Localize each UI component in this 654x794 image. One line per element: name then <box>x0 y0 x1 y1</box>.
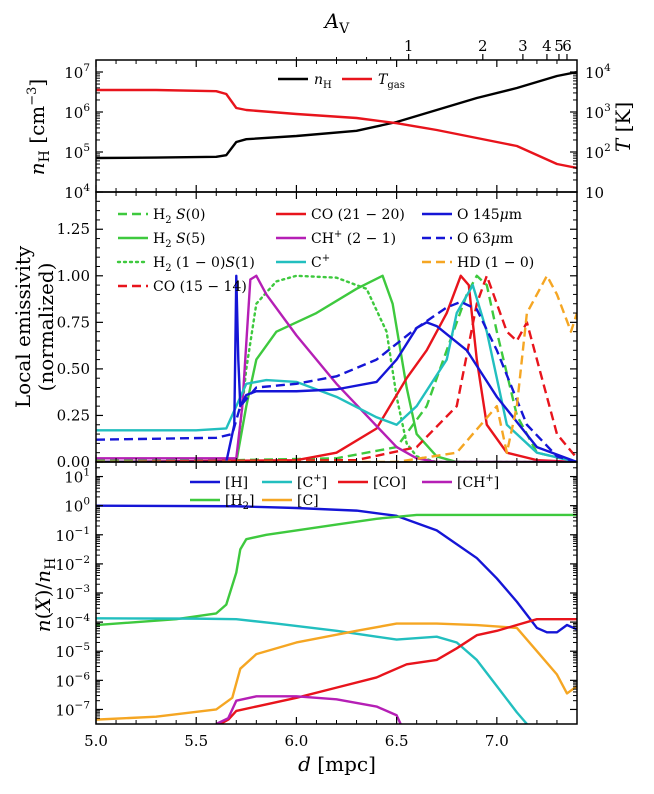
series-CHplus-abund <box>215 695 402 724</box>
top-axis-tick-label: 2 <box>478 37 488 55</box>
y-tick-label: 10−7 <box>55 699 90 719</box>
y-tick-label-right: 10 <box>585 184 604 202</box>
y-tick-label: 0.50 <box>57 360 90 378</box>
y-axis-label-nH: nH [cm−3] <box>25 79 53 175</box>
top-axis-label: AV <box>323 9 350 37</box>
series-H2-1-0-S1 <box>96 274 577 462</box>
panel-density-temperature <box>96 70 577 170</box>
legend-label-Tgas: Tgas <box>378 72 405 91</box>
series-nH-line <box>96 70 577 160</box>
series-H <box>96 504 577 634</box>
panel-abundances <box>96 504 577 724</box>
legend-label-O-145um: O 145μm <box>457 207 522 223</box>
legend-label-HD-1-0: HD (1 − 0) <box>457 255 534 271</box>
y-axis-label-emissivity-line2: (normalized) <box>34 263 58 392</box>
y-tick-label: 0.00 <box>57 453 90 471</box>
y-tick-label: 10−5 <box>55 641 90 661</box>
panel-emissivity <box>96 274 577 462</box>
legend-label-CHplus-2-1: CH+ (2 − 1) <box>311 229 396 247</box>
y-axis-label-T: T [K] <box>611 102 635 152</box>
series-H2-S0 <box>96 274 577 462</box>
y-tick-label: 10−4 <box>55 612 90 632</box>
y-tick-label: 101 <box>64 467 90 487</box>
y-tick-label-left: 105 <box>64 142 90 162</box>
series-O-145um <box>96 274 577 462</box>
legend-panel-1: nH Tgas <box>278 72 405 91</box>
series-Tgas-line <box>96 88 577 170</box>
series-Cplus <box>96 283 577 462</box>
legend-label-Cplus: C+ <box>311 253 330 271</box>
y-tick-label-left: 106 <box>64 102 90 122</box>
y-tick-label: 10−1 <box>55 525 90 545</box>
legend-label-H2-S5: H2 S(5) <box>153 231 205 250</box>
legend-label-C: [C] <box>297 493 319 509</box>
legend-label-H: [H] <box>225 475 248 491</box>
y-tick-label: 0.25 <box>57 406 90 424</box>
legend-panel-3: [H] [H2] [C+] [C] [CO] [CH+] <box>190 473 499 512</box>
y-tick-label: 1.25 <box>57 220 90 238</box>
panel-1-frame <box>95 59 578 193</box>
legend-label-CO-15-14: CO (15 − 14) <box>153 279 247 295</box>
x-tick-label: 5.5 <box>184 732 208 750</box>
top-axis-tick-label: 6 <box>562 37 572 55</box>
y-tick-label-right: 102 <box>585 142 611 162</box>
legend-label-nH: nH <box>314 72 332 91</box>
y-tick-label-right: 103 <box>585 102 611 122</box>
legend-label-H2: [H2] <box>225 493 255 512</box>
y-axis-label-abundance: n(X)/nH <box>31 558 59 633</box>
series-Cplus-abund <box>96 617 528 724</box>
x-axis-label: d [mpc] <box>298 752 376 776</box>
legend-label-O-63um: O 63μm <box>457 231 513 247</box>
legend-panel-2: H2 S(0) H2 S(5) H2 (1 − 0)S(1) CO (15 − 14)… <box>116 207 534 295</box>
series-O-63um <box>96 300 577 462</box>
x-tick-label: 5.0 <box>84 732 108 750</box>
x-tick-label: 6.0 <box>284 732 308 750</box>
x-tick-label: 6.5 <box>385 732 409 750</box>
legend-label-CHplus: [CH+] <box>457 473 499 491</box>
series-CO-15-14 <box>96 274 577 462</box>
legend-label-Cplus: [C+] <box>297 473 327 491</box>
series-CO-21-20 <box>96 274 577 462</box>
top-axis-tick-label: 1 <box>404 37 414 55</box>
y-tick-label: 100 <box>64 496 90 516</box>
y-tick-label: 1.00 <box>57 267 90 285</box>
top-axis-tick-label: 4 <box>542 37 552 55</box>
series-H2 <box>96 513 577 627</box>
series-HD-1-0 <box>96 274 577 462</box>
top-axis-tick-label: 5 <box>554 37 564 55</box>
panel-3-frame <box>95 461 578 725</box>
y-tick-label-left: 104 <box>64 182 90 202</box>
y-tick-label: 10−6 <box>55 670 90 690</box>
legend-label-H2-1-0-S1: H2 (1 − 0)S(1) <box>153 255 255 274</box>
y-tick-label: 0.75 <box>57 313 90 331</box>
y-tick-label-right: 104 <box>585 62 611 82</box>
legend-label-CO-21-20: CO (21 − 20) <box>311 207 405 223</box>
y-tick-label: 10−2 <box>55 554 90 574</box>
legend-label-H2-S0: H2 S(0) <box>153 207 205 226</box>
series-C <box>96 622 577 721</box>
legend-label-CO: [CO] <box>373 475 406 491</box>
top-axis-tick-label: 3 <box>518 37 528 55</box>
y-tick-label-left: 107 <box>64 62 90 82</box>
y-axis-label-emissivity-line1: Local emissivity <box>11 245 35 408</box>
x-tick-label: 7.0 <box>485 732 509 750</box>
series-CO <box>219 618 577 724</box>
y-tick-label: 10−3 <box>55 583 90 603</box>
